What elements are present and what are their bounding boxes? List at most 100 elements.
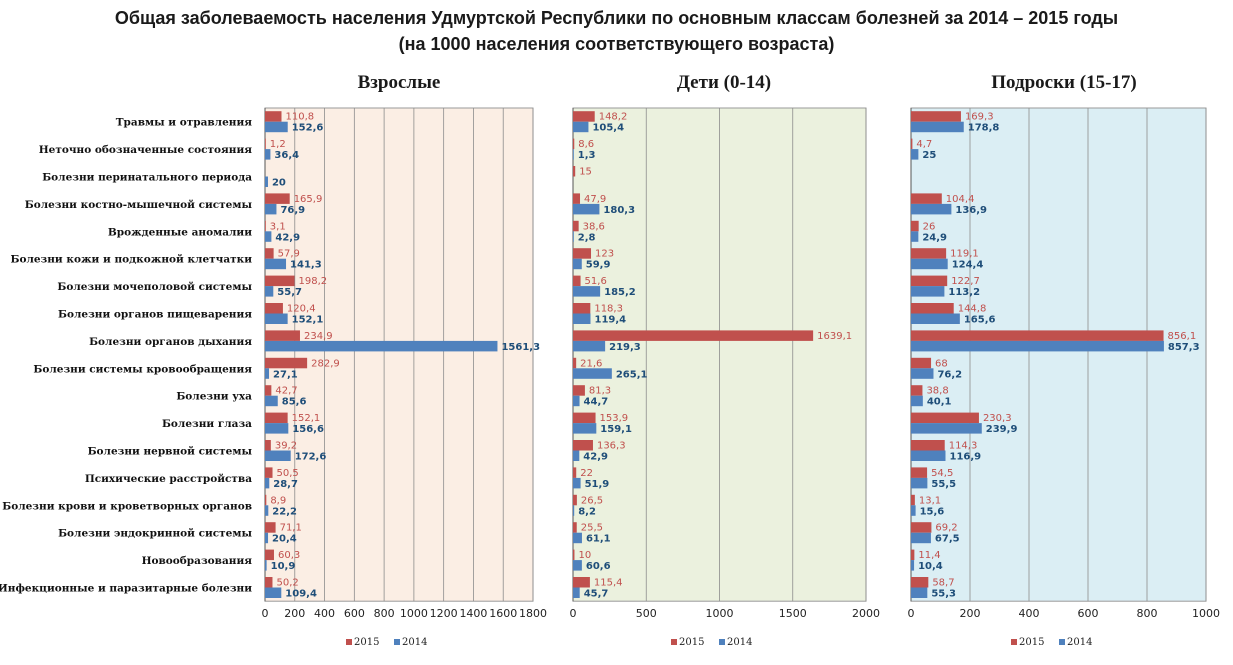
bar-2014 [573, 532, 582, 544]
bar-2014 [265, 340, 498, 352]
data-label-2015: 60,3 [278, 550, 300, 561]
data-label-2015: 58,7 [932, 578, 954, 589]
bar-2015 [911, 330, 1164, 341]
data-label-2015: 114,3 [949, 441, 978, 452]
bar-2014 [265, 450, 291, 461]
data-label-2014: 178,8 [968, 123, 1000, 134]
data-label-2014: 857,3 [1168, 342, 1200, 353]
category-label: Болезни уха [176, 391, 252, 403]
bar-2015 [573, 440, 593, 451]
bar-2014 [265, 121, 288, 133]
data-label-2014: 8,2 [578, 506, 596, 517]
bar-2014 [911, 286, 945, 297]
x-tick-label: 400 [314, 607, 335, 620]
legend-label-2014: 2014 [1067, 637, 1092, 648]
bar-2015 [265, 467, 273, 478]
category-label: Болезни системы кровообращения [33, 363, 252, 375]
plot-area [264, 107, 534, 602]
bar-2014 [265, 368, 270, 379]
legend-swatch-2015 [671, 639, 677, 645]
bar-2014 [265, 203, 277, 215]
x-tick-label: 200 [960, 607, 981, 620]
bar-2015 [911, 248, 947, 259]
x-tick-label: 0 [570, 607, 577, 620]
category-label: Неточно обозначенные состояния [39, 144, 252, 156]
bar-2015 [573, 275, 581, 287]
data-label-2014: 44,7 [584, 397, 609, 408]
category-label: Болезни нервной системы [88, 446, 253, 458]
category-label: Болезни органов пищеварения [58, 309, 252, 321]
data-label-2014: 152,6 [292, 123, 324, 134]
bar-2015 [911, 549, 915, 561]
data-label-2014: 60,6 [586, 561, 611, 572]
data-label-2014: 27,1 [273, 369, 298, 380]
bar-2014 [911, 477, 928, 489]
bar-2014 [911, 313, 960, 324]
data-label-2015: 169,3 [965, 112, 994, 123]
data-label-2014: 141,3 [290, 260, 322, 271]
data-label-2015: 282,9 [311, 358, 340, 369]
x-tick-label: 600 [344, 607, 365, 620]
data-label-2014: 24,9 [922, 232, 947, 243]
bar-2015 [265, 138, 266, 150]
bar-2014 [911, 149, 919, 160]
x-tick-label: 1500 [779, 607, 807, 620]
x-tick-label: 0 [908, 607, 915, 620]
data-label-2014: 36,4 [274, 150, 299, 161]
x-tick-label: 1800 [519, 607, 547, 620]
bar-2015 [265, 440, 271, 451]
data-label-2014: 239,9 [986, 424, 1018, 435]
legend-label-2015: 2015 [679, 637, 704, 648]
bar-2014 [265, 176, 268, 187]
data-label-2014: 116,9 [949, 452, 981, 463]
data-label-2014: 124,4 [952, 260, 984, 271]
bar-2015 [911, 440, 945, 451]
bar-2015 [573, 385, 585, 396]
data-label-2015: 50,5 [277, 468, 299, 479]
category-label: Психические расстройства [85, 473, 252, 485]
bar-2015 [911, 193, 942, 204]
x-tick-label: 1600 [489, 607, 517, 620]
data-label-2015: 57,9 [278, 249, 300, 260]
data-label-2014: 165,6 [964, 315, 996, 326]
data-label-2015: 10 [578, 550, 591, 561]
data-label-2015: 68 [935, 358, 948, 369]
data-label-2015: 8,9 [270, 495, 286, 506]
bar-2014 [911, 532, 931, 544]
data-label-2014: 185,2 [604, 287, 636, 298]
data-label-2014: 67,5 [935, 534, 960, 545]
data-label-2015: 26 [923, 221, 936, 232]
bar-2014 [911, 560, 915, 571]
category-label: Болезни костно-мышечной системы [25, 199, 253, 211]
category-label: Болезни эндокринной системы [58, 528, 252, 540]
data-label-2014: 10,9 [271, 561, 296, 572]
bar-2015 [265, 275, 295, 287]
bar-2014 [573, 313, 591, 324]
bar-2014 [911, 450, 946, 461]
bar-2015 [911, 138, 913, 150]
bar-2014 [265, 313, 288, 324]
bar-2015 [911, 220, 919, 232]
data-label-2015: 119,1 [950, 249, 979, 260]
bar-2014 [265, 505, 269, 516]
data-label-2015: 25,5 [581, 523, 603, 534]
x-tick-label: 1200 [430, 607, 458, 620]
bar-2014 [573, 560, 582, 571]
bar-2014 [265, 231, 272, 242]
data-label-2014: 10,4 [918, 561, 943, 572]
category-label: Болезни перинатального периода [42, 172, 252, 184]
data-label-2014: 42,9 [583, 452, 608, 463]
bar-2015 [573, 220, 579, 232]
data-label-2014: 20 [272, 178, 286, 189]
data-label-2015: 230,3 [983, 413, 1012, 424]
data-label-2015: 148,2 [599, 112, 628, 123]
data-label-2014: 156,6 [292, 424, 324, 435]
data-label-2014: 59,9 [586, 260, 611, 271]
data-label-2015: 42,7 [275, 386, 297, 397]
data-label-2014: 159,1 [600, 424, 632, 435]
bar-2015 [573, 412, 596, 424]
data-label-2015: 38,6 [583, 221, 605, 232]
data-label-2014: 180,3 [603, 205, 635, 216]
data-label-2014: 42,9 [275, 232, 300, 243]
bar-2014 [573, 395, 580, 407]
